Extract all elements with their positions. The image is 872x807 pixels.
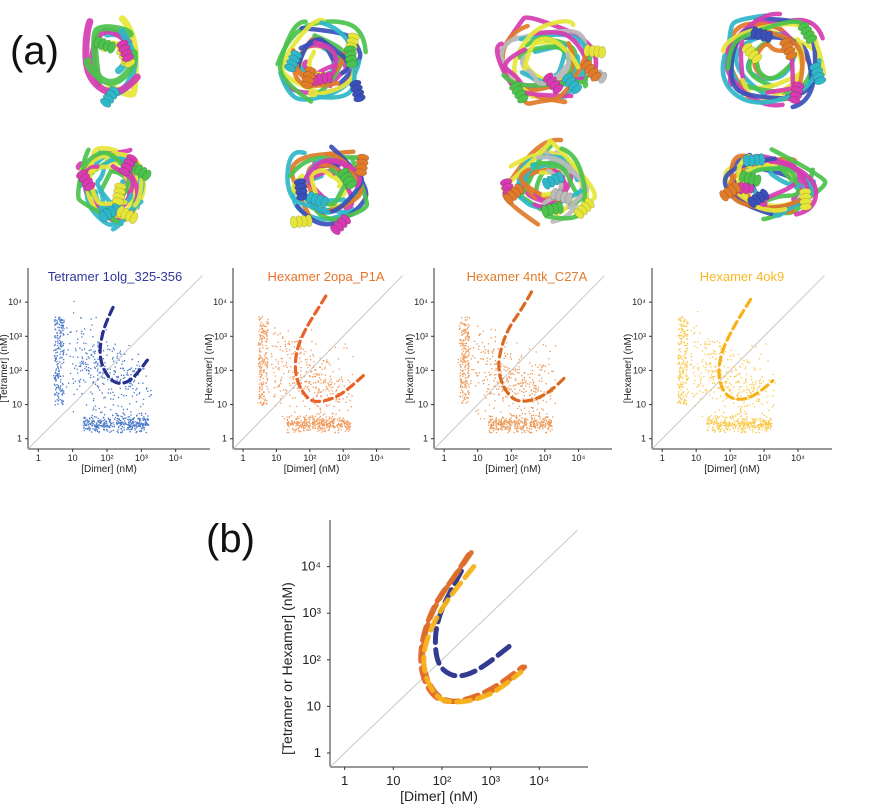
y-tick-label: 10² [415, 365, 428, 375]
diagonal-line [232, 275, 403, 450]
trend-curve [293, 294, 365, 404]
y-axis-label: [Hexamer] (nM) [623, 334, 634, 403]
x-tick-label: 10⁴ [529, 773, 549, 788]
x-tick-label: 1 [442, 453, 447, 463]
y-tick-label: 10² [214, 365, 227, 375]
x-tick-label: 10⁴ [169, 453, 183, 463]
x-tick-label: 10² [303, 453, 316, 463]
x-tick-label: 10² [505, 453, 518, 463]
chart-title: Hexamer 4ok9 [700, 269, 785, 284]
y-axis-label: [Hexamer] (nM) [405, 334, 416, 403]
x-axis-label: [Dimer] (nM) [400, 788, 478, 804]
structure-hexamer-4ntk-side-view [499, 137, 598, 227]
structure-hexamer-4ok9-side-view [719, 147, 828, 222]
x-tick-label: 1 [36, 453, 41, 463]
x-tick-label: 1 [341, 773, 348, 788]
y-tick-label: 10³ [415, 331, 428, 341]
trend-curve [717, 297, 775, 401]
structure-hexamer-4ntk-top-view [494, 15, 608, 106]
series-curve [421, 564, 524, 705]
structure-hexamer-2opa-side-view [285, 144, 370, 236]
protein-structures [75, 11, 828, 236]
y-tick-label: 10⁴ [8, 297, 22, 307]
y-axis-label: [Hexamer] (nM) [204, 334, 215, 403]
scatter-points [53, 300, 152, 434]
x-axis-label: [Dimer] (nM) [485, 464, 541, 475]
y-axis-label: [Tetramer] (nM) [0, 334, 10, 402]
chart-title: Tetramer 1olg_325-356 [48, 269, 182, 284]
x-tick-label: 10³ [337, 453, 350, 463]
series-curve [432, 568, 513, 679]
scatter-plot-tetramer-1olg: Tetramer 1olg_325-356 1 1 10 10 10² 10² 10³ 10³ 1… [0, 268, 210, 475]
structure-tetramer-1olg-side-view [75, 145, 152, 232]
scatter-points [677, 311, 776, 434]
x-tick-label: 10³ [135, 453, 148, 463]
x-axis-label: [Dimer] (nM) [284, 464, 340, 475]
x-axis-label: [Dimer] (nM) [81, 464, 137, 475]
x-tick-label: 10 [473, 453, 483, 463]
y-tick-label: 10² [633, 365, 646, 375]
x-tick-label: 10² [433, 773, 452, 788]
structure-hexamer-2opa-top-view [275, 17, 368, 104]
y-tick-label: 10 [418, 400, 428, 410]
y-tick-label: 10 [636, 400, 646, 410]
x-axis-label: [Dimer] (nM) [704, 464, 760, 475]
chart-title: Hexamer 4ntk_C27A [467, 269, 588, 284]
y-tick-label: 10⁴ [414, 297, 428, 307]
x-tick-label: 10 [68, 453, 78, 463]
x-tick-label: 10⁴ [370, 453, 384, 463]
y-tick-label: 10³ [214, 331, 227, 341]
x-tick-label: 10² [100, 453, 113, 463]
chart-title: Hexamer 2opa_P1A [267, 269, 384, 284]
x-tick-label: 1 [660, 453, 665, 463]
y-tick-label: 10³ [302, 605, 321, 620]
scatter-plot-hexamer-4ok9: Hexamer 4ok9 1 1 10 10 10² 10² 10³ 10³ 10⁴ 10⁴ [Dim… [623, 268, 832, 475]
y-tick-label: 10 [217, 400, 227, 410]
y-tick-label: 10² [302, 652, 321, 667]
y-tick-label: 10⁴ [301, 559, 321, 574]
x-tick-label: 10 [691, 453, 701, 463]
scatter-points [457, 316, 557, 434]
y-tick-label: 1 [641, 434, 646, 444]
x-tick-label: 10² [724, 453, 737, 463]
diagonal-line [433, 275, 605, 450]
diagonal-line [651, 275, 825, 450]
y-tick-label: 10 [12, 400, 22, 410]
y-tick-label: 10 [307, 698, 321, 713]
x-tick-label: 10³ [481, 773, 500, 788]
trend-curve [98, 305, 149, 385]
x-tick-label: 10 [386, 773, 400, 788]
diagonal-line [27, 275, 203, 450]
scatter-points [257, 315, 355, 434]
y-tick-label: 1 [423, 434, 428, 444]
overlay-curves-plot: 1 1 10 10 10² 10² 10³ 10³ 10⁴ 10⁴ [Dimer] (nM) [Tet… [279, 520, 588, 804]
x-tick-label: 10³ [758, 453, 771, 463]
x-tick-label: 10³ [538, 453, 551, 463]
y-axis-label: [Tetramer or Hexamer] (nM) [279, 582, 295, 755]
trend-curve [497, 290, 569, 403]
scatter-plot-hexamer-2opa: Hexamer 2opa_P1A 1 1 10 10 10² 10² 10³ 10³ 10⁴ 10⁴… [204, 268, 410, 475]
structure-tetramer-1olg-top-view [82, 15, 141, 108]
panel-label-b: (b) [206, 517, 255, 561]
x-tick-label: 10⁴ [791, 453, 805, 463]
structure-hexamer-4ok9-top-view [720, 11, 827, 110]
y-tick-label: 10³ [633, 331, 646, 341]
x-tick-label: 10 [271, 453, 281, 463]
x-tick-label: 1 [241, 453, 246, 463]
y-tick-label: 10⁴ [632, 297, 646, 307]
y-tick-label: 1 [222, 434, 227, 444]
scatter-plot-hexamer-4ntk: Hexamer 4ntk_C27A 1 1 10 10 10² 10² 10³ 10³ 10⁴ 10… [405, 268, 612, 475]
y-tick-label: 10³ [9, 331, 22, 341]
y-tick-label: 10⁴ [213, 297, 227, 307]
y-tick-label: 10² [9, 365, 22, 375]
x-tick-label: 10⁴ [571, 453, 585, 463]
panel-label-a: (a) [10, 29, 59, 73]
y-tick-label: 1 [314, 745, 321, 760]
diagonal-line [329, 529, 578, 768]
y-tick-label: 1 [17, 434, 22, 444]
